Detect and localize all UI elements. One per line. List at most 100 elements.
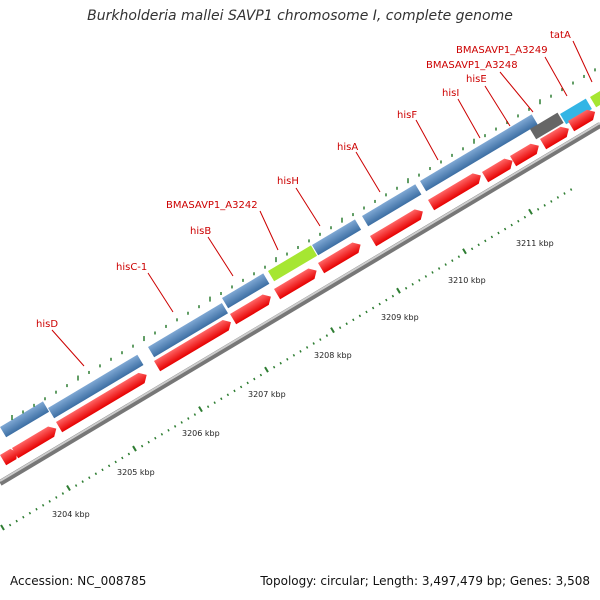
- minor-tick: [299, 350, 302, 353]
- cds-arrow: [0, 448, 17, 466]
- major-tick: [66, 485, 71, 492]
- minor-tick: [338, 326, 342, 330]
- minor-tick: [167, 428, 170, 432]
- major-tick: [132, 445, 137, 452]
- major-tick: [528, 208, 533, 215]
- minor-tick: [477, 243, 480, 247]
- gene-label: BMASAVP1_A3249: [456, 45, 548, 56]
- minor-tick: [457, 255, 461, 259]
- minor-tick: [523, 215, 527, 219]
- label-leaders: [51, 40, 593, 367]
- cds-arrow: [274, 268, 317, 300]
- gene-labels: hisD hisC-1 hisB BMASAVP1_A3242 hisH his…: [36, 30, 571, 330]
- minor-tick: [358, 314, 362, 318]
- cds-arrow: [318, 242, 361, 274]
- minor-tick: [503, 227, 507, 231]
- minor-tick: [88, 476, 91, 480]
- summary-text: Topology: circular; Length: 3,497,479 bp…: [260, 574, 590, 588]
- minor-tick: [517, 219, 520, 223]
- minor-tick: [490, 235, 494, 239]
- gene-block: [420, 114, 538, 192]
- minor-tick: [121, 456, 124, 460]
- minor-tick: [411, 282, 414, 286]
- gene-label: hisC-1: [116, 262, 147, 273]
- gene-block: [268, 245, 318, 282]
- minor-tick: [220, 397, 223, 401]
- minor-tick: [41, 503, 45, 507]
- gene-block: [222, 273, 270, 309]
- minor-tick: [556, 196, 560, 199]
- major-tick: [264, 366, 269, 373]
- major-tick: [0, 524, 5, 531]
- minor-tick: [497, 231, 500, 235]
- minor-tick: [35, 507, 38, 511]
- scale-ticks: [0, 188, 573, 531]
- minor-tick: [437, 267, 441, 270]
- cds-arrow: [230, 294, 271, 325]
- cds-arrow: [428, 173, 481, 211]
- minor-tick: [147, 440, 150, 444]
- gene-block: [530, 112, 564, 140]
- cds-arrow: [540, 126, 569, 150]
- minor-tick: [418, 279, 421, 282]
- minor-tick: [154, 436, 157, 440]
- gene-block: [312, 219, 362, 256]
- minor-tick: [61, 492, 65, 495]
- gene-label: hisE: [466, 74, 487, 85]
- map-title: Burkholderia mallei SAVP1 chromosome I, …: [87, 8, 513, 24]
- minor-tick: [543, 204, 546, 207]
- cds-arrow: [568, 109, 596, 132]
- gene-label: tatA: [550, 30, 571, 41]
- minor-tick: [312, 342, 315, 345]
- minor-tick: [206, 405, 210, 408]
- minor-tick: [74, 484, 78, 487]
- gene-label: hisD: [36, 319, 58, 330]
- minor-tick: [94, 472, 98, 476]
- minor-tick: [55, 496, 58, 499]
- minor-tick: [470, 247, 474, 251]
- minor-tick: [563, 192, 566, 195]
- minor-tick: [107, 464, 111, 468]
- tick-label: 3209 kbp: [381, 313, 419, 322]
- minor-tick: [193, 413, 197, 416]
- minor-tick: [484, 239, 487, 243]
- minor-tick: [28, 511, 32, 515]
- tick-labels: 3204 kbp 3205 kbp 3206 kbp 3207 kbp 3208…: [52, 239, 554, 519]
- major-tick: [198, 406, 203, 413]
- tick-label: 3211 kbp: [516, 239, 554, 248]
- gene-label: hisA: [337, 142, 358, 153]
- minor-tick: [140, 444, 144, 448]
- cds-arrow: [370, 209, 423, 247]
- tick-label: 3207 kbp: [248, 390, 286, 399]
- gene-block: [560, 98, 592, 125]
- minor-tick: [160, 432, 164, 436]
- gene-track: [0, 86, 600, 438]
- minor-tick: [345, 322, 348, 326]
- minor-tick: [226, 393, 230, 397]
- gene-label: hisF: [397, 110, 417, 121]
- minor-tick: [279, 361, 282, 365]
- accession-text: Accession: NC_008785: [10, 574, 147, 588]
- tick-label: 3204 kbp: [52, 510, 90, 519]
- major-tick: [330, 327, 335, 334]
- gene-label: hisB: [190, 226, 211, 237]
- tick-label: 3210 kbp: [448, 276, 486, 285]
- minor-tick: [253, 377, 256, 381]
- cds-arrow: [482, 158, 513, 183]
- minor-tick: [305, 346, 309, 349]
- gene-label: BMASAVP1_A3248: [426, 60, 518, 71]
- major-tick: [462, 248, 467, 255]
- minor-tick: [365, 310, 368, 314]
- minor-tick: [391, 294, 395, 298]
- minor-tick: [319, 338, 322, 341]
- cds-track: [0, 109, 596, 466]
- minor-tick: [173, 425, 177, 428]
- gene-block: [590, 86, 600, 108]
- cds-arrow: [56, 372, 147, 433]
- minor-tick: [114, 460, 117, 464]
- gene-label: hisI: [442, 88, 459, 99]
- gene-block: [48, 354, 144, 419]
- minor-tick: [239, 385, 243, 389]
- minor-tick: [569, 188, 573, 191]
